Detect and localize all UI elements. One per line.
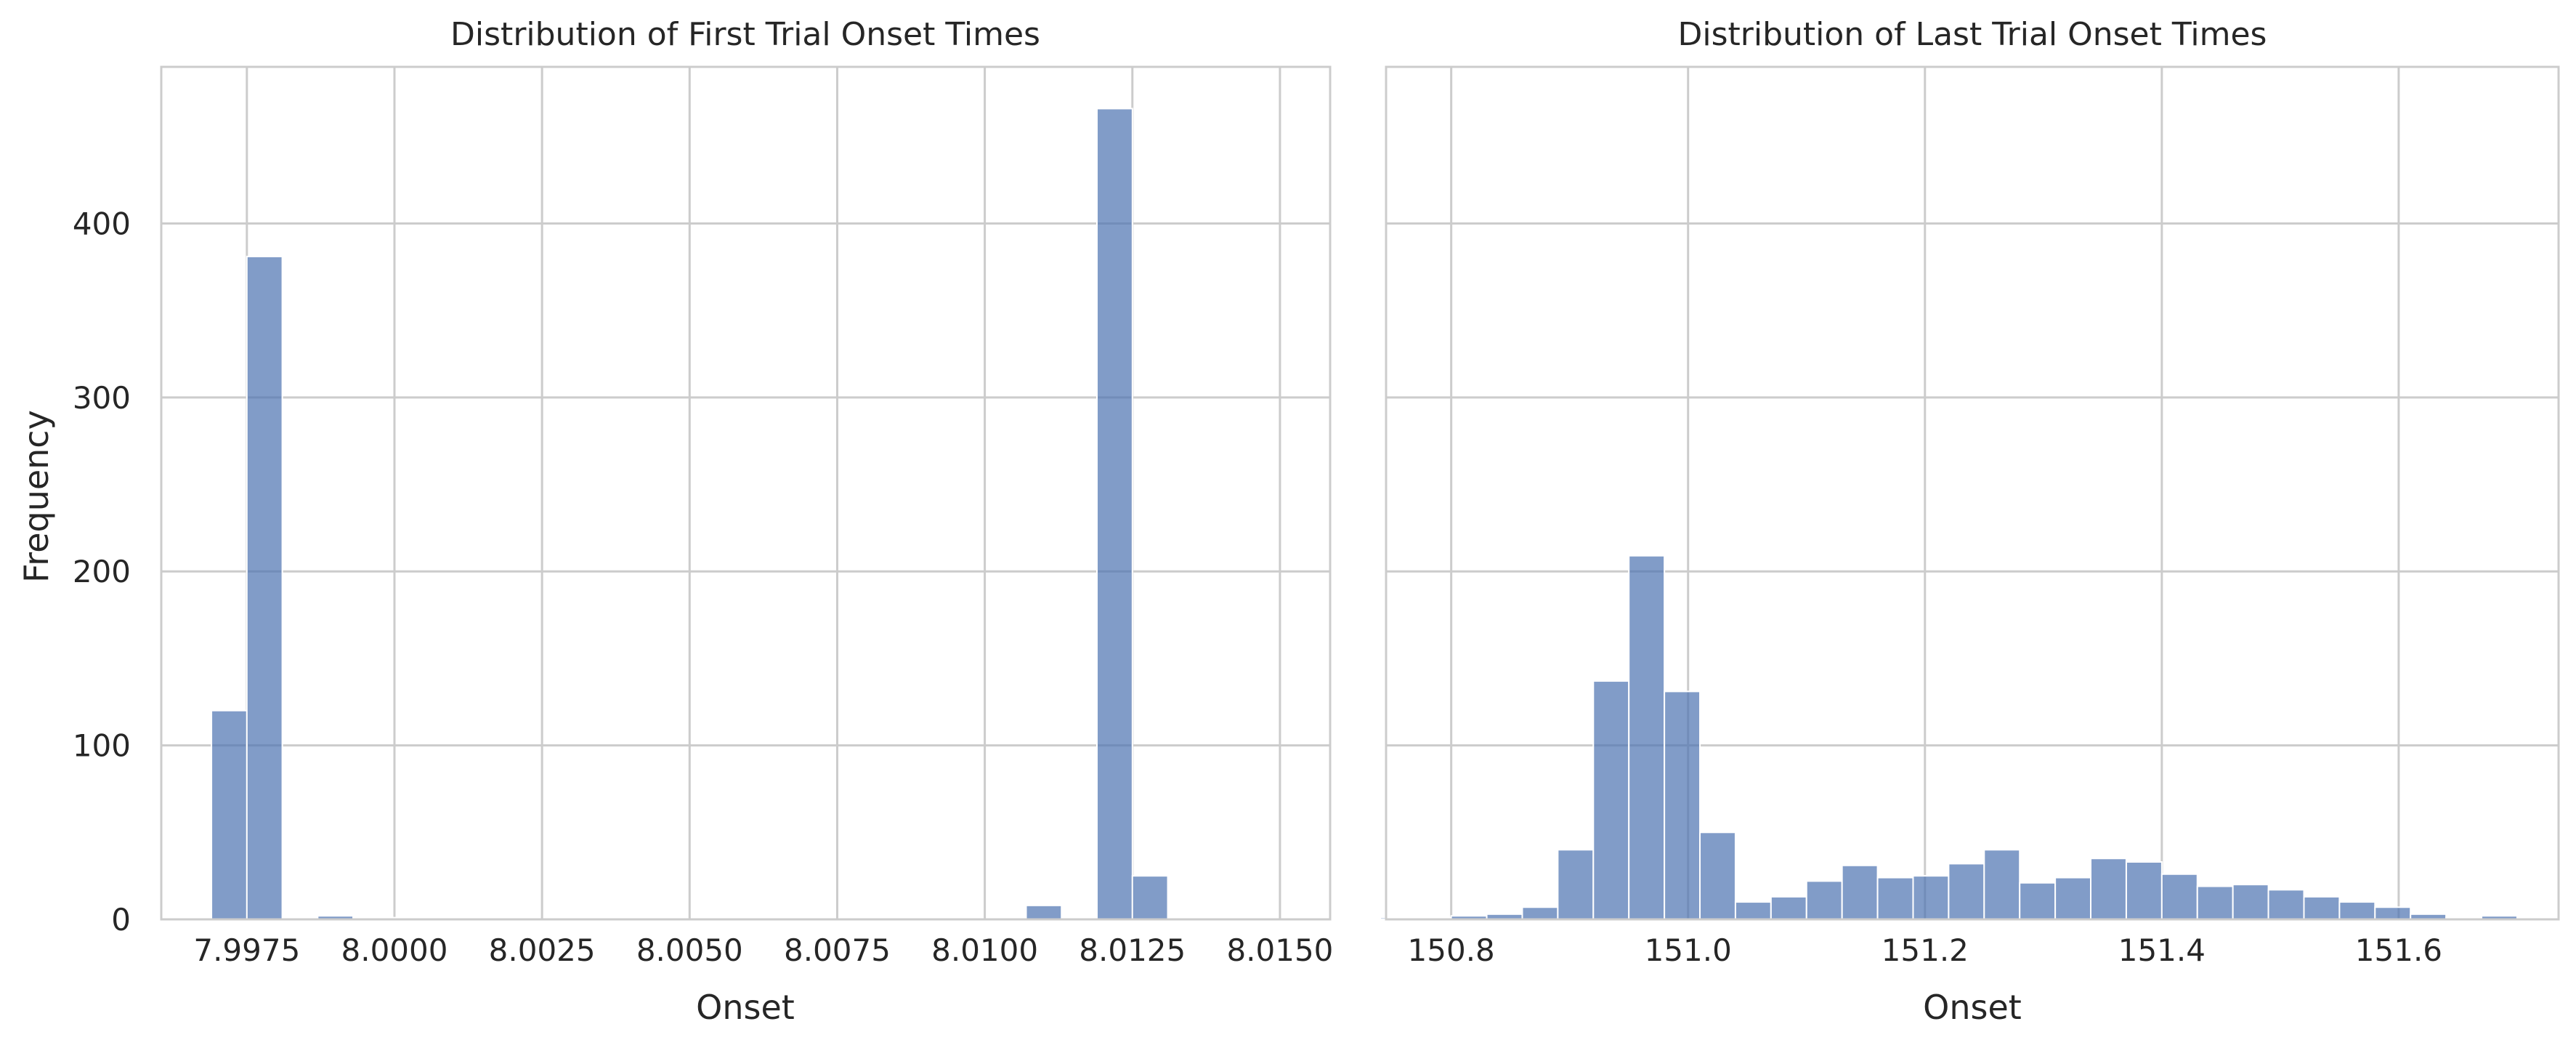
histogram-bar [1628,555,1666,920]
chart-title: Distribution of First Trial Onset Times [450,16,1040,53]
histogram-bar [2267,889,2305,920]
x-axis-label: Onset [696,988,795,1027]
x-tick-label: 150.8 [1408,932,1495,968]
x-tick-label: 8.0025 [489,932,596,968]
x-tick-label: 151.4 [2118,932,2206,968]
histogram-bar [1699,831,1736,921]
x-tick-label: 8.0100 [931,932,1038,968]
last-trial-histogram: Distribution of Last Trial Onset Times O… [1385,16,2560,1027]
x-tick-label: 7.9975 [193,932,300,968]
histogram-bar [1770,895,1807,921]
y-axis-label: Frequency [17,410,56,583]
x-tick-label: 151.0 [1645,932,1732,968]
chart-title: Distribution of Last Trial Onset Times [1678,16,2267,53]
histogram-bar [1131,875,1169,921]
histogram-bar [2054,876,2092,921]
histogram-bar [2019,882,2057,920]
y-tick-label: 300 [73,380,131,416]
histogram-bar [2338,901,2376,921]
axes-frame [1385,65,2560,921]
x-axis-label: Onset [1923,988,2022,1027]
histogram-bar [1096,108,1133,921]
histogram-bar [1025,904,1063,921]
y-tick-label: 200 [73,554,131,589]
histogram-bar [1664,690,1701,920]
histogram-bar [1983,849,2021,920]
histogram-bar [1557,849,1595,920]
histogram-bar [1876,876,1914,921]
axes-frame [160,65,1332,921]
histogram-bar [1734,901,1772,921]
histogram-bar [2090,858,2127,920]
histogram-bar [246,255,283,920]
x-tick-label: 151.6 [2355,932,2442,968]
histogram-bar [2160,873,2198,920]
histogram-bar [1948,863,1985,920]
histogram-bar [2303,895,2341,921]
x-tick-label: 8.0075 [784,932,891,968]
x-tick-label: 8.0150 [1226,932,1333,968]
y-tick-label: 100 [73,728,131,764]
histogram-bar [1521,906,1559,920]
histogram-bar [2125,861,2163,921]
x-tick-label: 151.2 [1882,932,1969,968]
histogram-bar [2196,885,2234,921]
y-tick-label: 0 [111,902,131,938]
histogram-bar [1912,875,1950,921]
histogram-bar [2374,906,2412,920]
x-tick-label: 8.0125 [1079,932,1186,968]
histogram-bar [1592,680,1630,920]
y-tick-label: 400 [73,206,131,241]
histogram-bar [211,709,248,920]
x-tick-label: 8.0050 [636,932,743,968]
histogram-bar [1841,864,1879,920]
first-trial-histogram: Distribution of First Trial Onset Times … [73,16,1417,1027]
histogram-bar [1805,880,1843,921]
histogram-bar [2232,884,2269,920]
x-tick-label: 8.0000 [341,932,448,968]
